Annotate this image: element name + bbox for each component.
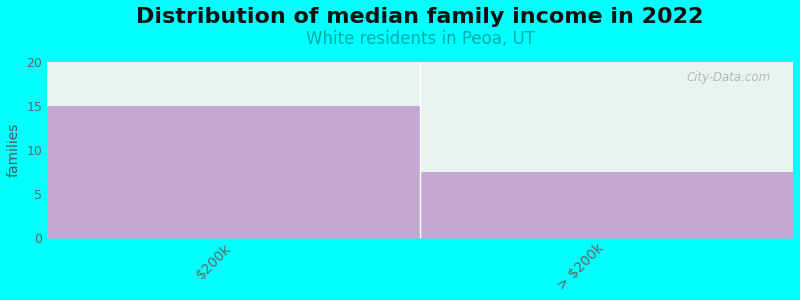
- Bar: [47, 62, 420, 238]
- Bar: [47, 106, 420, 238]
- Bar: [420, 172, 793, 238]
- Y-axis label: families: families: [7, 123, 21, 177]
- Text: White residents in Peoa, UT: White residents in Peoa, UT: [306, 30, 534, 48]
- Text: City-Data.com: City-Data.com: [686, 71, 770, 84]
- Title: Distribution of median family income in 2022: Distribution of median family income in …: [137, 7, 704, 27]
- Bar: [420, 62, 793, 238]
